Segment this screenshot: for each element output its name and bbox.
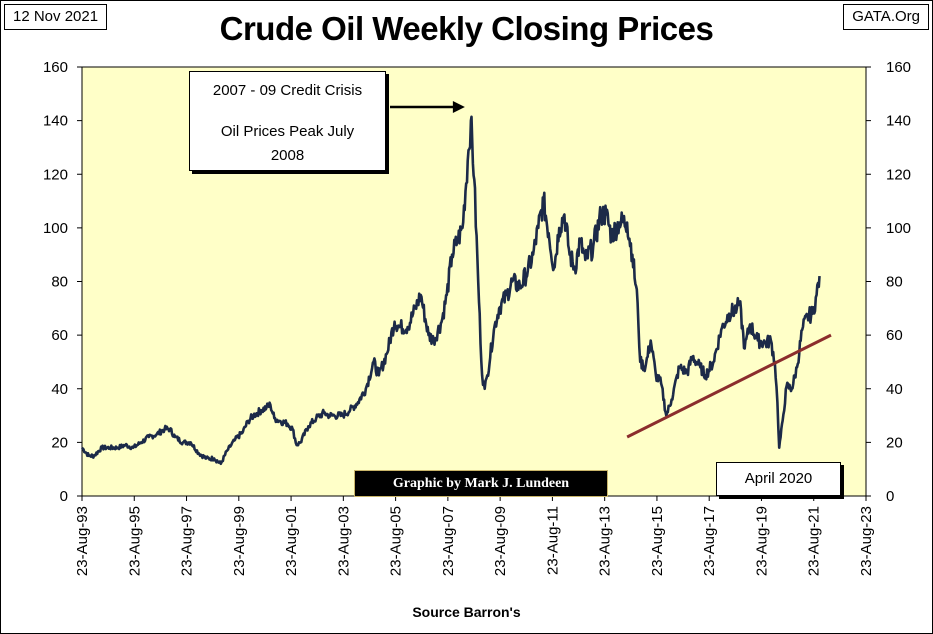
graphic-credit: Graphic by Mark J. Lundeen: [354, 470, 608, 497]
y-tick-label-left: 80: [51, 274, 68, 291]
x-tick-label: 23-Aug-17: [701, 506, 718, 576]
x-tick-label: 23-Aug-07: [440, 506, 457, 576]
x-tick-label: 23-Aug-11: [544, 506, 561, 575]
y-tick-label-right: 0: [886, 488, 894, 505]
x-tick-label: 23-Aug-09: [492, 506, 509, 576]
x-axis: 23-Aug-93 23-Aug-95 23-Aug-97 23-Aug-99 23-A…: [74, 496, 875, 576]
y-tick-label-right: 60: [886, 327, 903, 344]
y-tick-label-right: 160: [886, 59, 911, 76]
y-tick-label-left: 100: [43, 220, 68, 237]
left-y-axis: 0 20 40 60 80 100 120 140 160: [43, 59, 82, 505]
y-tick-label-left: 160: [43, 59, 68, 76]
x-axis-title: Source Barron's: [412, 604, 521, 620]
trend-line: [626, 333, 832, 439]
crisis-annotation-line1: 2007 - 09 Credit Crisis: [212, 82, 363, 99]
y-tick-label-right: 40: [886, 381, 903, 398]
price-series-line: [80, 115, 821, 466]
right-y-axis: 0 20 40 60 80 100 120 140 160: [866, 59, 911, 505]
april-2020-annotation: April 2020: [716, 462, 841, 496]
x-tick-label: 23-Aug-05: [388, 506, 405, 576]
y-tick-label-left: 0: [60, 488, 68, 505]
x-tick-label: 23-Aug-93: [74, 506, 91, 576]
crisis-annotation-line2: Oil Prices Peak July 2008: [220, 123, 355, 164]
x-tick-label: 23-Aug-97: [179, 506, 196, 576]
y-tick-label-right: 100: [886, 220, 911, 237]
site-label: GATA.Org: [843, 4, 929, 30]
x-tick-label: 23-Aug-13: [597, 506, 614, 576]
y-tick-label-right: 80: [886, 274, 903, 291]
y-tick-label-right: 120: [886, 166, 911, 183]
x-tick-label: 23-Aug-19: [753, 506, 770, 576]
y-tick-label-right: 20: [886, 434, 903, 451]
y-tick-label-left: 20: [51, 434, 68, 451]
x-tick-label: 23-Aug-01: [283, 506, 300, 576]
y-tick-label-left: 120: [43, 166, 68, 183]
x-tick-label: 23-Aug-23: [858, 506, 875, 576]
y-tick-label-left: 40: [51, 381, 68, 398]
y-tick-label-left: 60: [51, 327, 68, 344]
y-tick-label-right: 140: [886, 113, 911, 130]
x-tick-label: 23-Aug-15: [649, 506, 666, 576]
x-tick-label: 23-Aug-95: [126, 506, 143, 576]
x-tick-label: 23-Aug-03: [335, 506, 352, 576]
y-tick-label-left: 140: [43, 113, 68, 130]
crisis-annotation: 2007 - 09 Credit Crisis Oil Prices Peak …: [189, 71, 386, 171]
peak-arrowhead: [452, 101, 465, 113]
x-tick-label: 23-Aug-21: [806, 506, 823, 576]
x-tick-label: 23-Aug-99: [231, 506, 248, 576]
date-label: 12 Nov 2021: [4, 4, 108, 30]
chart-title: Crude Oil Weekly Closing Prices: [219, 10, 714, 47]
